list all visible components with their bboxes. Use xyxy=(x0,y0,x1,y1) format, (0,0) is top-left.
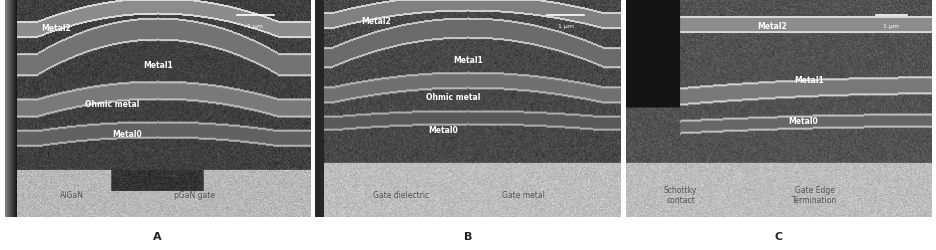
Text: Gate metal: Gate metal xyxy=(502,191,545,200)
Text: B: B xyxy=(464,232,472,242)
Text: Schottky
contact: Schottky contact xyxy=(664,186,697,206)
Text: A: A xyxy=(154,232,162,242)
Text: Ohmic metal: Ohmic metal xyxy=(426,93,480,102)
Text: Metal0: Metal0 xyxy=(429,126,459,135)
Text: AlGaN: AlGaN xyxy=(60,191,84,200)
Text: Metal0: Metal0 xyxy=(788,117,818,126)
Text: 1 μm: 1 μm xyxy=(247,24,263,29)
Text: Metal1: Metal1 xyxy=(794,76,824,85)
Text: Ohmic metal: Ohmic metal xyxy=(84,100,139,109)
Text: Gate dielectric: Gate dielectric xyxy=(373,191,429,200)
Text: Gate Edge
Termination: Gate Edge Termination xyxy=(793,186,838,206)
Text: Metal0: Metal0 xyxy=(112,130,142,139)
Text: 1 μm: 1 μm xyxy=(558,24,574,29)
Text: Metal2: Metal2 xyxy=(361,17,391,26)
Text: Metal2: Metal2 xyxy=(757,22,787,30)
Text: Metal2: Metal2 xyxy=(41,24,71,33)
Text: pGaN gate: pGaN gate xyxy=(174,191,214,200)
Text: C: C xyxy=(774,232,782,242)
Text: Metal1: Metal1 xyxy=(453,56,483,66)
Text: 1 μm: 1 μm xyxy=(884,24,899,29)
Text: Metal1: Metal1 xyxy=(143,61,172,70)
